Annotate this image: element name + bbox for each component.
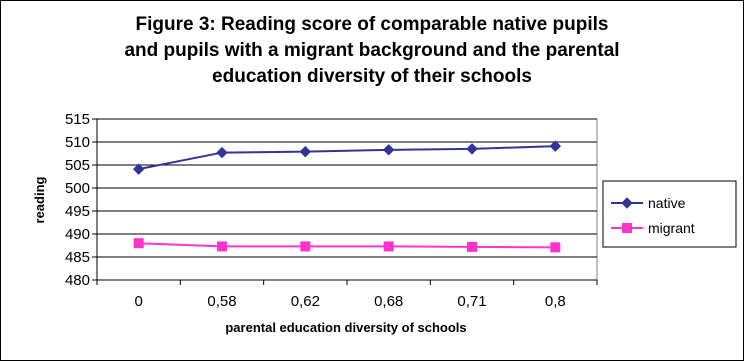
chart-title-line-3: education diversity of their schools — [212, 66, 532, 87]
y-tick-label: 505 — [65, 157, 90, 174]
y-tick-label: 490 — [65, 226, 90, 243]
data-point-native — [382, 144, 395, 156]
legend-box — [602, 180, 737, 248]
y-tick-label: 480 — [65, 272, 90, 289]
legend: native migrant — [602, 180, 737, 248]
x-tick-label: 0,71 — [457, 293, 486, 310]
x-tick-labels: 0 0,58 0,62 0,68 0,71 0,8 — [134, 293, 565, 310]
chart-title-line-2: and pupils with a migrant background and… — [124, 40, 619, 61]
data-point-migrant — [300, 241, 311, 252]
x-tick-label: 0,8 — [545, 293, 566, 310]
series-line-migrant — [138, 242, 556, 249]
x-tick-label: 0,62 — [291, 293, 320, 310]
data-series — [132, 140, 562, 253]
y-tick-label: 485 — [65, 249, 90, 266]
data-point-native — [466, 143, 478, 155]
data-point-native — [549, 140, 562, 152]
legend-marker-migrant — [622, 223, 632, 233]
data-point-migrant — [550, 242, 561, 253]
data-point-native — [299, 145, 312, 158]
legend-marker-native — [621, 197, 633, 209]
legend-label-migrant: migrant — [648, 220, 695, 236]
y-tick-label: 495 — [65, 203, 90, 220]
data-point-migrant — [467, 241, 477, 252]
data-point-migrant — [383, 241, 394, 252]
data-point-native — [216, 146, 228, 159]
plot-area — [96, 118, 598, 281]
legend-label-native: native — [648, 195, 686, 211]
y-tick-label: 515 — [65, 111, 90, 128]
y-tick-label: 510 — [65, 134, 90, 151]
y-axis-label: reading — [32, 176, 47, 223]
data-point-native — [132, 163, 145, 175]
x-tick-label: 0,58 — [207, 293, 236, 310]
y-tick-labels: 480 485 490 495 500 505 510 515 — [65, 111, 90, 289]
x-tick-label: 0 — [134, 293, 142, 310]
series-line-native — [138, 145, 556, 171]
chart-title-line-1: Figure 3: Reading score of comparable na… — [136, 14, 609, 35]
y-tick-label: 500 — [65, 180, 90, 197]
x-tick-label: 0,68 — [374, 293, 403, 310]
data-point-migrant — [217, 241, 227, 252]
x-axis-label: parental education diversity of schools — [225, 320, 466, 335]
data-point-migrant — [133, 238, 144, 249]
axes — [92, 118, 598, 285]
